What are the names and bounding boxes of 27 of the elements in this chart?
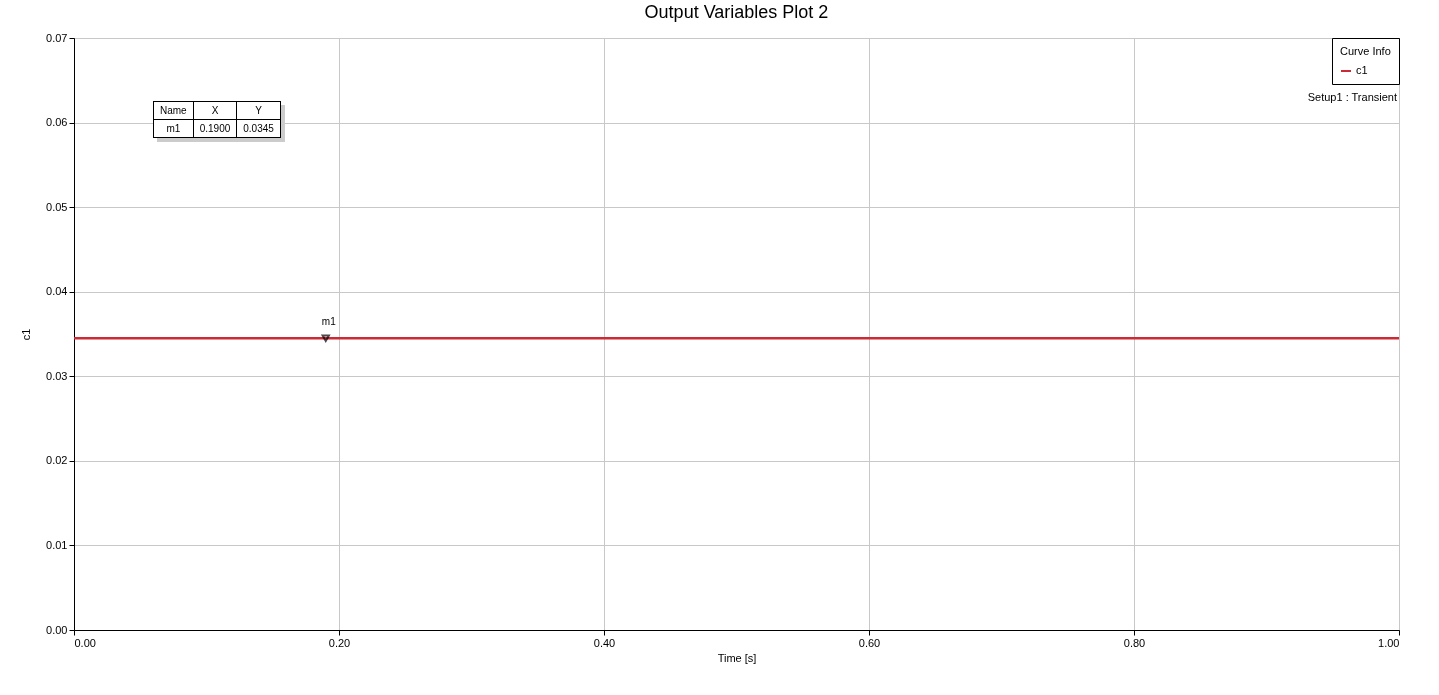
x-tick-label: 0.20 (328, 636, 351, 649)
y-tick-label: 0.07 (46, 31, 68, 44)
x-tick-label: 0.40 (593, 636, 616, 649)
y-tick-label: 0.03 (46, 369, 68, 382)
chart-title: Output Variables Plot 2 (644, 2, 829, 22)
x-tick-label: 0.00 (74, 636, 96, 649)
y-tick-label: 0.02 (46, 454, 68, 467)
annotation: m1 (153, 119, 194, 138)
legend-label: c1 (1356, 64, 1368, 76)
legend-title: Curve Info (1340, 45, 1391, 57)
annotation: Y (236, 101, 281, 120)
x-tick-label: 1.00 (1378, 636, 1400, 649)
y-axis-title: c1 (20, 328, 33, 341)
x-tick-label: 0.80 (1123, 636, 1146, 649)
annotation: X (193, 101, 237, 120)
annotation: Setup1 : Transient (1307, 91, 1397, 103)
y-tick-label: 0.00 (46, 623, 68, 636)
annotation: Name (153, 101, 194, 120)
annotation: 0.0345 (236, 119, 281, 138)
y-tick-label: 0.01 (46, 538, 68, 551)
y-tick-label: 0.04 (46, 285, 68, 298)
y-tick-label: 0.06 (46, 116, 68, 129)
y-tick-label: 0.05 (46, 200, 68, 213)
annotation: 0.1900 (193, 119, 237, 138)
x-tick-label: 0.60 (858, 636, 881, 649)
x-axis-title: Time [s] (717, 651, 757, 664)
annotation: m1 (321, 316, 337, 328)
